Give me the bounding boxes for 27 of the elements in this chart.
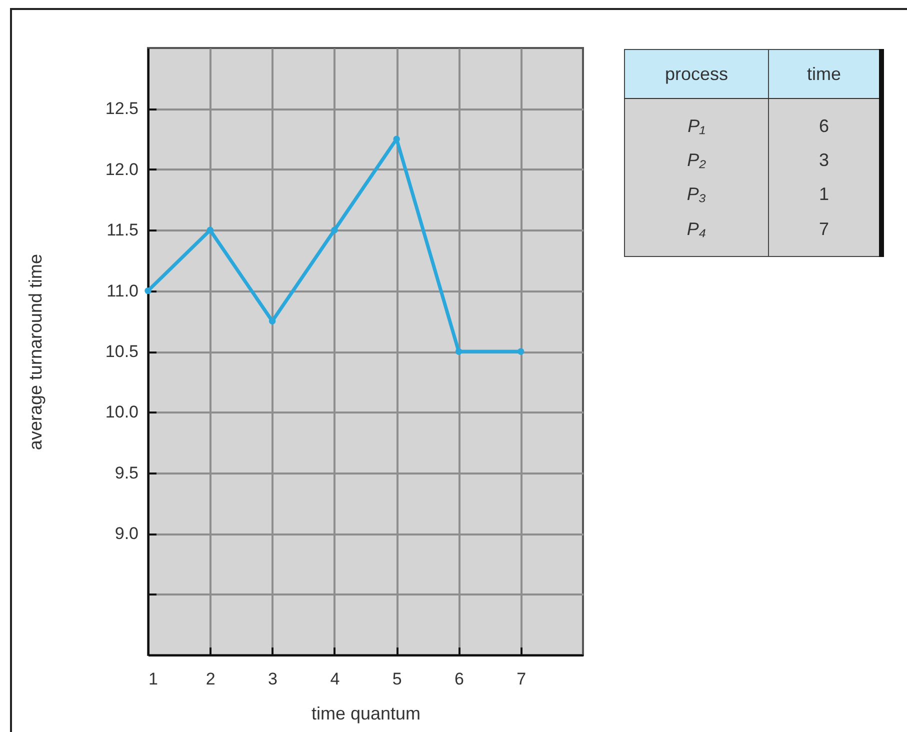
x-tick-label: 2: [206, 670, 216, 688]
y-tick-label: 11.5: [106, 220, 138, 240]
x-tick-label: 1: [148, 670, 158, 688]
y-tick-label: 9.0: [114, 524, 138, 544]
category-label: P₃: [624, 178, 768, 212]
text: time: [768, 50, 882, 98]
x-tick-label: 5: [392, 670, 402, 688]
y-axis-title: average turnaround time: [25, 254, 46, 450]
y-tick-label: 12.0: [105, 160, 138, 179]
x-axis-title: time quantum: [311, 704, 421, 724]
data-label: 3: [768, 144, 882, 178]
y-tick-label: 11.0: [106, 281, 138, 300]
data-label: 1: [768, 178, 882, 212]
category-label: P₁: [624, 98, 768, 144]
text: process: [624, 50, 768, 98]
x-tick-label: 3: [268, 670, 278, 688]
y-tick-label: 10.0: [105, 402, 138, 422]
y-tick-label: 12.5: [105, 99, 138, 118]
y-tick-label: 10.5: [105, 342, 138, 361]
x-tick-label: 4: [330, 670, 340, 688]
x-tick-label: 6: [454, 670, 464, 688]
y-tick-label: 9.5: [114, 463, 138, 482]
category-label: P₂: [624, 144, 768, 178]
category-label: P₄: [624, 212, 768, 256]
x-tick-label: 7: [516, 670, 526, 688]
data-label: 6: [768, 98, 882, 144]
data-label: 7: [768, 212, 882, 256]
